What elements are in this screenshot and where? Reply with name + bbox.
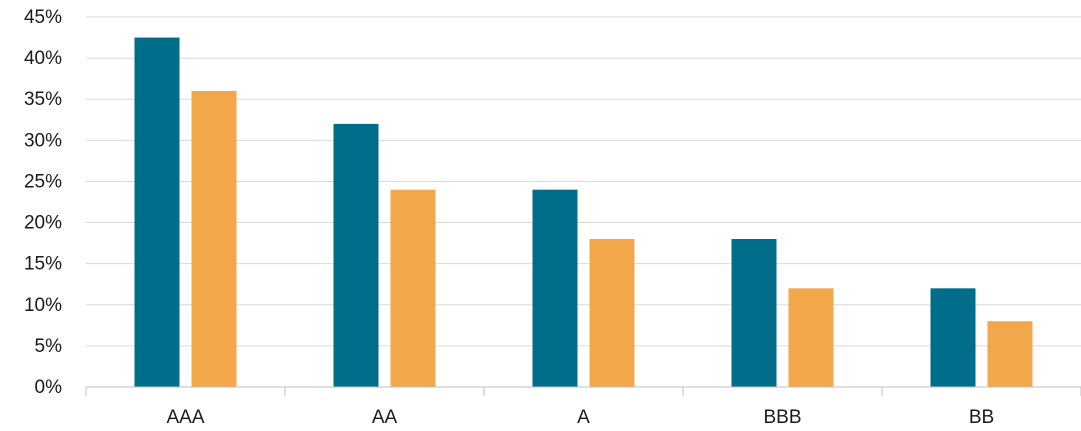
gridlines — [86, 16, 1081, 347]
y-tick-label: 15% — [24, 254, 62, 275]
x-axis-tick-labels: AAA AA A BBB BB — [166, 407, 994, 428]
bar-series-1-a — [532, 189, 578, 387]
y-tick-label: 10% — [24, 295, 62, 316]
y-tick-label: 40% — [24, 48, 62, 69]
y-tick-label: 0% — [35, 377, 63, 398]
x-tick-label: AA — [372, 407, 398, 428]
bars — [134, 37, 1033, 388]
y-axis-tick-labels: 0% 5% 10% 15% 20% 25% 30% 35% 40% 45% — [24, 7, 62, 398]
bar-series-2-bb — [987, 321, 1033, 387]
y-tick-label: 30% — [24, 130, 62, 151]
x-tick-label: BB — [969, 407, 994, 428]
x-tick-label: BBB — [763, 407, 801, 428]
bar-series-1-aaa — [134, 37, 180, 388]
bar-series-2-aaa — [191, 91, 237, 387]
x-axis — [85, 386, 1081, 396]
y-tick-label: 45% — [24, 7, 62, 28]
bar-series-1-bb — [930, 288, 976, 387]
bar-series-2-a — [589, 239, 635, 387]
y-tick-label: 35% — [24, 89, 62, 110]
bar-series-2-bbb — [788, 288, 834, 387]
y-tick-label: 5% — [35, 336, 63, 357]
y-tick-label: 20% — [24, 213, 62, 234]
bar-series-1-bbb — [731, 239, 777, 387]
x-tick-label: A — [577, 407, 590, 428]
y-tick-label: 25% — [24, 171, 62, 192]
x-tick-label: AAA — [166, 407, 204, 428]
bar-series-1-aa — [333, 123, 379, 387]
bar-series-2-aa — [390, 189, 436, 387]
